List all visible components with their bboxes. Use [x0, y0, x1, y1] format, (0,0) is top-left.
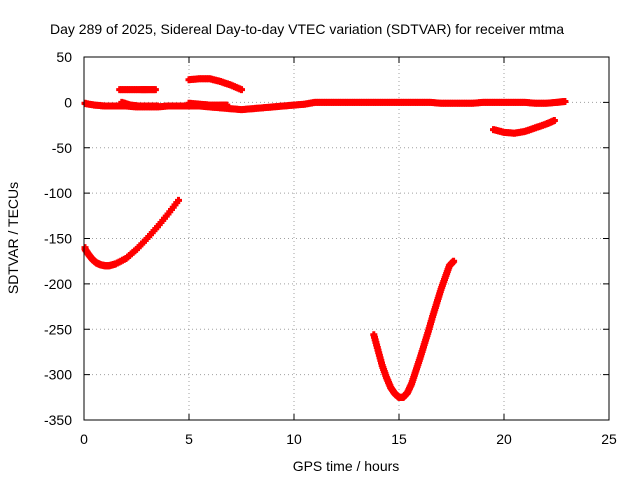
- y-tick-label: -150: [44, 231, 72, 247]
- data-point: [550, 117, 558, 125]
- y-axis-title: SDTVAR / TECUs: [5, 182, 21, 294]
- axis-tick-labels: 0 5 10 15 20 25 50 0 -50 -100 -150 -200 -250 -300 -350: [44, 49, 617, 447]
- y-tick-label: -50: [52, 140, 72, 156]
- axis-ticks: [83, 56, 610, 421]
- x-tick-label: 25: [601, 431, 617, 447]
- y-tick-label: 0: [64, 94, 72, 110]
- y-tick-label: -350: [44, 412, 72, 428]
- y-tick-label: -250: [44, 321, 72, 337]
- chart-title: Day 289 of 2025, Sidereal Day-to-day VTE…: [50, 21, 564, 37]
- x-axis-title: GPS time / hours: [293, 458, 400, 474]
- x-tick-label: 20: [496, 431, 512, 447]
- data-point: [223, 101, 231, 109]
- data-point: [175, 196, 182, 204]
- y-tick-label: -200: [44, 276, 72, 292]
- data-point: [151, 86, 159, 94]
- grid: [84, 57, 609, 420]
- x-tick-label: 10: [286, 431, 302, 447]
- x-tick-label: 15: [391, 431, 407, 447]
- y-tick-label: -100: [44, 185, 72, 201]
- y-tick-label: -300: [44, 367, 72, 383]
- data-point: [450, 257, 458, 265]
- data-point: [561, 97, 569, 105]
- plot-frame: [83, 56, 610, 421]
- y-tick-label: 50: [56, 49, 72, 65]
- data-point: [238, 86, 245, 94]
- data-points: [81, 75, 569, 401]
- x-tick-label: 0: [80, 431, 88, 447]
- data-point: [154, 102, 161, 110]
- x-tick-label: 5: [185, 431, 193, 447]
